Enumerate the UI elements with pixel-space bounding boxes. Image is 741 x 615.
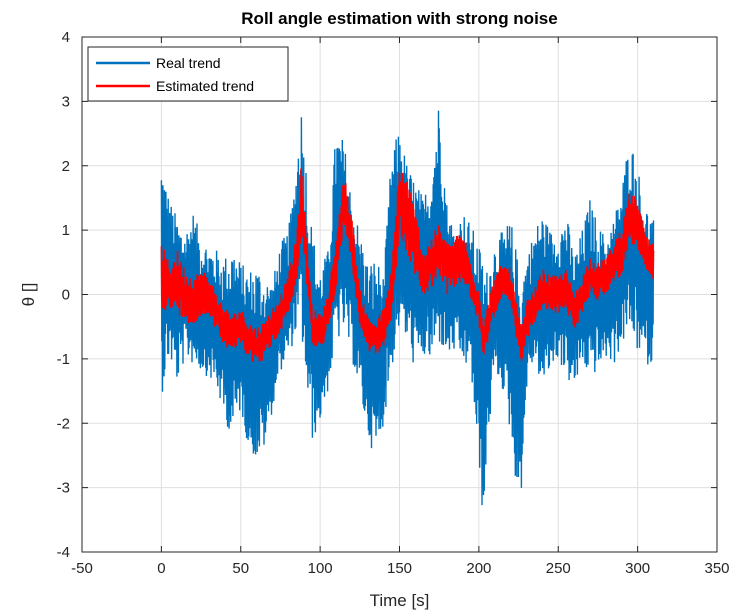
legend: Real trend Estimated trend [87,46,289,102]
x-tick-label: 200 [466,560,491,577]
y-tick-label: -2 [57,415,70,432]
legend-box [87,46,289,102]
x-tick-label: -50 [71,560,93,577]
x-axis-label: Time [s] [370,591,430,610]
y-tick-label: 3 [62,93,70,110]
series-line-estimated-trend [160,168,655,362]
legend-label-estimated-trend: Estimated trend [156,78,254,94]
x-tick-label: 100 [308,560,333,577]
x-tick-label: 250 [546,560,571,577]
legend-label-real-trend: Real trend [156,55,221,71]
y-tick-label: -4 [57,544,70,561]
series-layer [160,110,655,506]
x-tick-label: 50 [232,560,249,577]
ticks: -50 0 50 100 150 200 250 300 350 -4 -3 -2 -1 0 1 2 3 4 [57,29,730,577]
x-tick-label: 150 [387,560,412,577]
y-tick-label: 1 [62,222,70,239]
x-tick-label: 0 [157,560,165,577]
y-tick-label: -3 [57,480,70,497]
x-tick-label: 350 [704,560,729,577]
y-tick-label: 0 [62,287,70,304]
y-tick-label: 4 [62,29,70,46]
y-tick-label: -1 [57,351,70,368]
y-axis-label: θ [] [19,283,38,307]
chart-title: Roll angle estimation with strong noise [241,9,557,28]
y-tick-label: 2 [62,158,70,175]
x-tick-label: 300 [625,560,650,577]
